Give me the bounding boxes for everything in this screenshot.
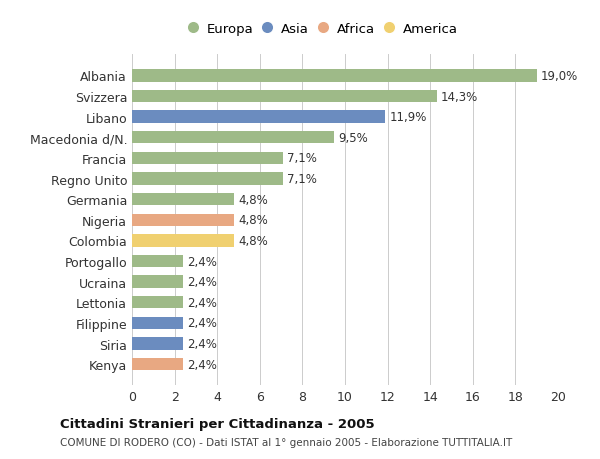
Bar <box>132 255 183 268</box>
Text: 2,4%: 2,4% <box>187 296 217 309</box>
Text: 4,8%: 4,8% <box>239 214 268 227</box>
Text: 4,8%: 4,8% <box>239 235 268 247</box>
Bar <box>132 358 183 370</box>
Bar <box>132 317 183 330</box>
Text: 2,4%: 2,4% <box>187 255 217 268</box>
Text: 2,4%: 2,4% <box>187 358 217 371</box>
Bar <box>132 214 234 226</box>
Bar <box>132 276 183 288</box>
Text: 19,0%: 19,0% <box>541 70 578 83</box>
Text: 4,8%: 4,8% <box>239 193 268 206</box>
Bar <box>132 91 437 103</box>
Text: 2,4%: 2,4% <box>187 337 217 350</box>
Text: 7,1%: 7,1% <box>287 173 317 185</box>
Text: Cittadini Stranieri per Cittadinanza - 2005: Cittadini Stranieri per Cittadinanza - 2… <box>60 417 374 430</box>
Bar <box>132 152 283 165</box>
Bar <box>132 194 234 206</box>
Bar <box>132 235 234 247</box>
Bar <box>132 132 334 144</box>
Legend: Europa, Asia, Africa, America: Europa, Asia, Africa, America <box>186 19 461 39</box>
Text: 14,3%: 14,3% <box>441 90 478 103</box>
Bar <box>132 338 183 350</box>
Text: 2,4%: 2,4% <box>187 317 217 330</box>
Bar <box>132 70 537 83</box>
Text: 7,1%: 7,1% <box>287 152 317 165</box>
Text: 9,5%: 9,5% <box>338 132 368 145</box>
Bar <box>132 173 283 185</box>
Text: 2,4%: 2,4% <box>187 275 217 289</box>
Text: 11,9%: 11,9% <box>390 111 427 124</box>
Bar <box>132 297 183 309</box>
Bar <box>132 111 385 123</box>
Text: COMUNE DI RODERO (CO) - Dati ISTAT al 1° gennaio 2005 - Elaborazione TUTTITALIA.: COMUNE DI RODERO (CO) - Dati ISTAT al 1°… <box>60 437 512 447</box>
